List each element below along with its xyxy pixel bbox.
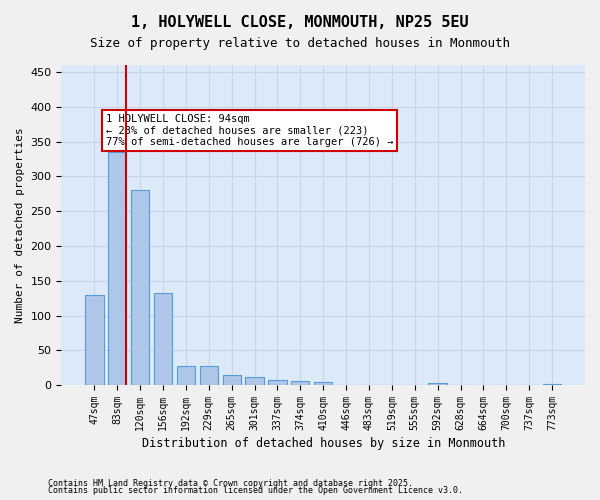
Bar — [131, 190, 149, 385]
Text: Contains public sector information licensed under the Open Government Licence v3: Contains public sector information licen… — [48, 486, 463, 495]
Y-axis label: Number of detached properties: Number of detached properties — [15, 127, 25, 323]
Bar — [85, 294, 104, 385]
Bar — [223, 374, 241, 385]
Text: 1, HOLYWELL CLOSE, MONMOUTH, NP25 5EU: 1, HOLYWELL CLOSE, MONMOUTH, NP25 5EU — [131, 15, 469, 30]
Text: 1 HOLYWELL CLOSE: 94sqm
← 23% of detached houses are smaller (223)
77% of semi-d: 1 HOLYWELL CLOSE: 94sqm ← 23% of detache… — [106, 114, 393, 147]
Bar — [314, 382, 332, 385]
Bar — [428, 383, 447, 385]
Bar — [543, 384, 561, 385]
Bar — [268, 380, 287, 385]
Bar — [108, 152, 127, 385]
Bar — [177, 366, 195, 385]
Bar — [200, 366, 218, 385]
Bar — [291, 381, 310, 385]
Bar — [154, 292, 172, 385]
X-axis label: Distribution of detached houses by size in Monmouth: Distribution of detached houses by size … — [142, 437, 505, 450]
Bar — [245, 378, 264, 385]
Text: Size of property relative to detached houses in Monmouth: Size of property relative to detached ho… — [90, 38, 510, 51]
Text: Contains HM Land Registry data © Crown copyright and database right 2025.: Contains HM Land Registry data © Crown c… — [48, 478, 413, 488]
